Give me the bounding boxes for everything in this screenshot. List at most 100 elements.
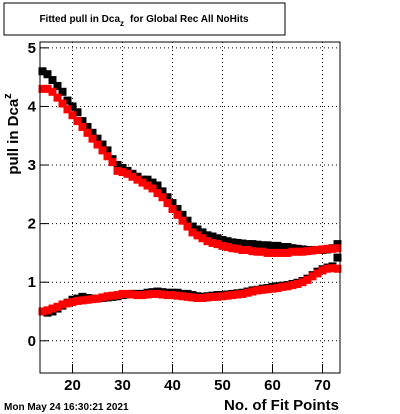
marker bbox=[73, 117, 82, 126]
marker bbox=[83, 122, 92, 131]
marker bbox=[278, 248, 287, 257]
marker bbox=[228, 291, 237, 300]
marker bbox=[218, 292, 227, 301]
marker bbox=[148, 178, 157, 187]
marker bbox=[178, 216, 187, 225]
marker bbox=[153, 189, 162, 198]
marker bbox=[313, 269, 322, 278]
title-main: Fitted pull in Dca bbox=[39, 14, 120, 25]
marker bbox=[173, 291, 182, 300]
marker bbox=[53, 302, 62, 311]
frame bbox=[39, 41, 341, 374]
title-box bbox=[3, 2, 286, 36]
marker bbox=[103, 146, 112, 155]
y-axis-label: pull in Dcaz bbox=[2, 93, 22, 175]
marker bbox=[133, 175, 142, 184]
marker bbox=[78, 296, 87, 305]
marker bbox=[178, 292, 187, 301]
marker bbox=[168, 204, 177, 213]
marker bbox=[318, 245, 327, 254]
marker bbox=[243, 245, 252, 254]
marker bbox=[148, 289, 157, 298]
marker bbox=[223, 243, 232, 252]
marker bbox=[163, 193, 172, 202]
marker bbox=[293, 279, 302, 288]
marker bbox=[263, 241, 272, 250]
marker bbox=[43, 70, 52, 79]
marker bbox=[233, 290, 242, 299]
marker bbox=[103, 292, 112, 301]
marker bbox=[168, 291, 177, 300]
title-rest: for Global Rec All NoHits bbox=[130, 14, 249, 25]
marker bbox=[123, 169, 132, 178]
marker bbox=[93, 294, 102, 303]
marker bbox=[248, 240, 257, 249]
marker bbox=[208, 232, 217, 241]
marker bbox=[203, 293, 212, 302]
marker bbox=[328, 264, 337, 273]
marker bbox=[123, 289, 132, 298]
marker bbox=[278, 243, 287, 252]
marker bbox=[158, 290, 167, 299]
marker bbox=[43, 84, 52, 93]
marker bbox=[273, 284, 282, 293]
marker bbox=[103, 152, 112, 161]
marker bbox=[78, 122, 87, 131]
marker bbox=[248, 247, 257, 256]
marker bbox=[43, 306, 52, 315]
marker bbox=[258, 241, 267, 250]
marker bbox=[263, 248, 272, 257]
marker bbox=[198, 234, 207, 243]
marker bbox=[98, 140, 107, 149]
marker bbox=[188, 293, 197, 302]
marker bbox=[228, 238, 237, 247]
marker bbox=[228, 244, 237, 253]
marker bbox=[68, 102, 77, 111]
marker bbox=[138, 291, 147, 300]
marker bbox=[278, 282, 287, 291]
marker bbox=[258, 247, 267, 256]
marker bbox=[38, 307, 47, 316]
marker bbox=[208, 292, 217, 301]
marker bbox=[223, 291, 232, 300]
marker bbox=[213, 292, 222, 301]
marker bbox=[63, 299, 72, 308]
marker bbox=[178, 210, 187, 219]
marker bbox=[173, 204, 182, 213]
marker bbox=[298, 247, 307, 256]
marker bbox=[333, 253, 342, 262]
marker bbox=[218, 241, 227, 250]
marker bbox=[333, 244, 342, 253]
marker bbox=[38, 84, 47, 93]
marker bbox=[263, 285, 272, 294]
marker bbox=[193, 231, 202, 240]
y-tick-label: 4 bbox=[28, 98, 37, 115]
marker bbox=[333, 264, 342, 273]
marker bbox=[143, 181, 152, 190]
marker bbox=[58, 87, 67, 96]
marker bbox=[73, 296, 82, 305]
marker bbox=[128, 290, 137, 299]
marker bbox=[58, 99, 67, 108]
marker bbox=[273, 248, 282, 257]
marker bbox=[193, 225, 202, 234]
marker bbox=[233, 244, 242, 253]
marker bbox=[248, 287, 257, 296]
marker bbox=[143, 290, 152, 299]
y-tick-label: 0 bbox=[28, 333, 36, 350]
marker bbox=[78, 117, 87, 126]
x-tick-label: 60 bbox=[264, 377, 281, 394]
marker bbox=[198, 228, 207, 237]
plot-area: 20 30 40 50 60 70 0 1 2 3 4 5 bbox=[28, 40, 342, 394]
marker bbox=[253, 240, 262, 249]
marker bbox=[298, 278, 307, 287]
marker bbox=[113, 291, 122, 300]
marker bbox=[158, 193, 167, 202]
y-label-main: pull in Dca bbox=[5, 98, 22, 175]
marker bbox=[118, 289, 127, 298]
marker bbox=[88, 128, 97, 137]
marker bbox=[283, 248, 292, 257]
marker bbox=[183, 216, 192, 225]
